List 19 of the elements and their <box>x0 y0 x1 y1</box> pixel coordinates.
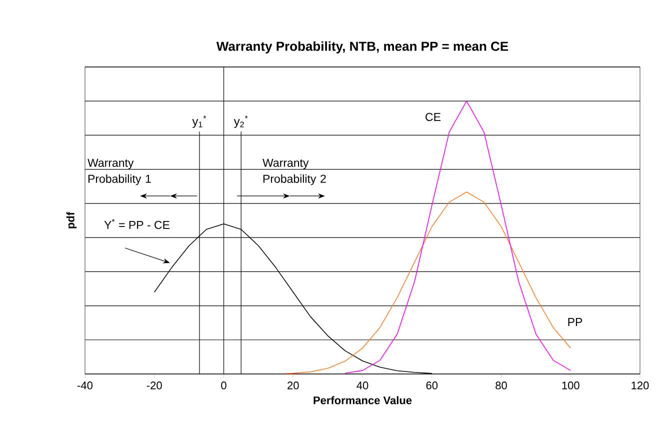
x-tick-label: 20 <box>288 382 299 390</box>
ref-line-label: y$_{2}$* <box>234 116 248 128</box>
ref-line-label: y$_{1}$* <box>192 116 206 128</box>
annotation: PP <box>568 318 582 326</box>
x-axis-title: Performance Value <box>314 396 412 404</box>
x-tick-label: 40 <box>356 382 368 390</box>
x-tick-label: -20 <box>146 382 162 390</box>
annotation: Y$^{*}$ = PP - CE <box>104 218 170 229</box>
x-tick-label: 60 <box>426 382 438 390</box>
chart-title: Warranty Probability, NTB, mean PP = mean CE <box>216 41 508 54</box>
annotation: Warranty Probability 1 <box>88 158 151 186</box>
x-tick-label: 120 <box>632 382 649 390</box>
x-tick-label: 0 <box>221 382 226 390</box>
x-tick-label: 80 <box>496 382 507 390</box>
annotation: CE <box>426 112 440 122</box>
x-tick-label: -40 <box>78 382 93 390</box>
y-axis-title: pdf <box>66 212 77 228</box>
annotation: Warranty Probability 2 <box>262 158 326 186</box>
x-tick-label: 100 <box>562 382 580 390</box>
